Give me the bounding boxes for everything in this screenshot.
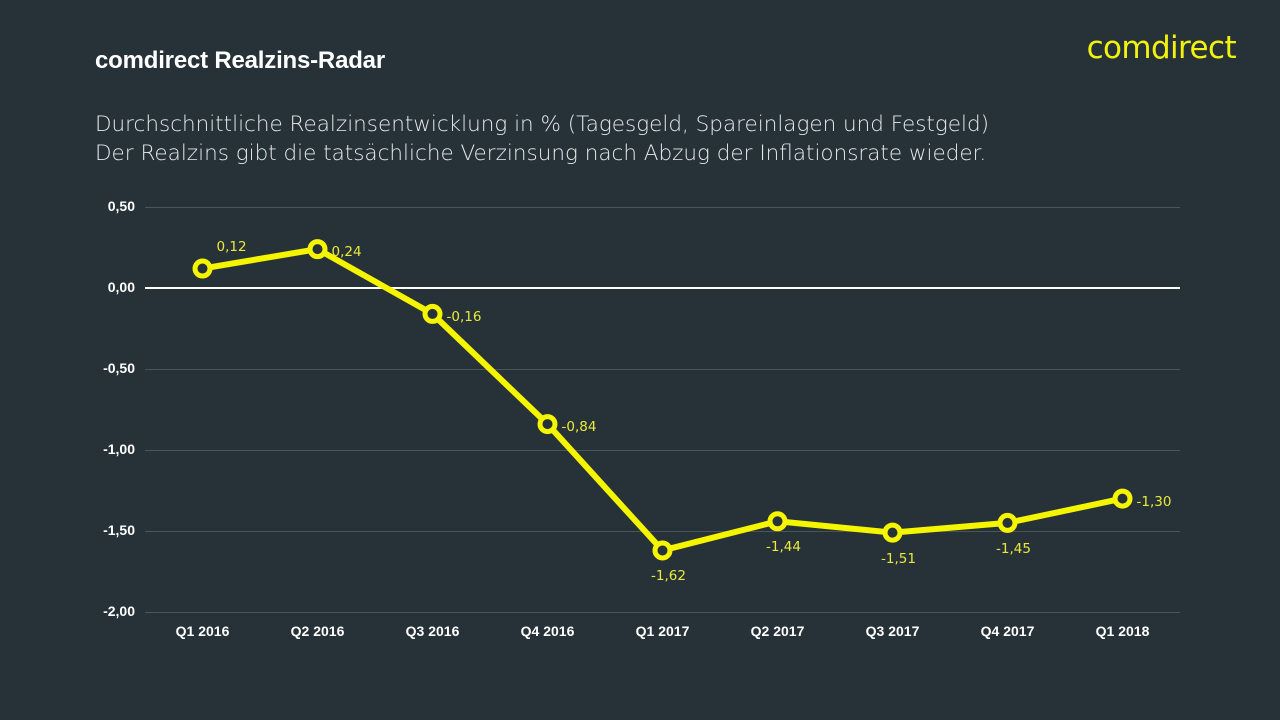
data-point-label: 0,24 <box>331 244 362 261</box>
x-tick-label: Q2 2016 <box>290 623 345 639</box>
data-point-marker[interactable] <box>652 540 673 561</box>
data-point-label: -0,16 <box>446 308 482 325</box>
series-line-realzins <box>199 246 1126 554</box>
y-tick-label: -2,00 <box>103 603 135 619</box>
gridline--1,00 <box>145 450 1180 451</box>
data-point-marker[interactable] <box>882 522 903 543</box>
gridline--0,50 <box>145 369 1180 370</box>
x-tick-label: Q1 2017 <box>635 623 690 639</box>
gridline--2,00 <box>145 612 1180 613</box>
series-markers <box>192 239 1133 561</box>
data-point-marker[interactable] <box>537 414 558 435</box>
chart-description: Durchschnittliche Realzinsentwicklung in… <box>95 110 1155 168</box>
y-tick-label: -1,00 <box>103 441 135 457</box>
gridline--1,50 <box>145 531 1180 532</box>
x-tick-label: Q3 2017 <box>865 623 920 639</box>
data-point-marker[interactable] <box>767 511 788 532</box>
gridline-0,00 <box>145 287 1180 289</box>
y-tick-label: -1,50 <box>103 522 135 538</box>
data-point-marker[interactable] <box>997 512 1018 533</box>
x-tick-label: Q2 2017 <box>750 623 805 639</box>
data-point-label: -1,44 <box>766 539 801 556</box>
data-point-label: -1,45 <box>996 540 1031 557</box>
y-tick-label: 0,00 <box>107 279 135 295</box>
gridline-0,50 <box>145 207 1180 208</box>
y-tick-label: -0,50 <box>103 360 135 376</box>
data-point-marker[interactable] <box>1112 488 1133 509</box>
data-point-label: -0,84 <box>561 419 597 436</box>
data-point-label: -1,51 <box>881 550 916 567</box>
x-tick-label: Q1 2018 <box>1095 623 1150 639</box>
x-tick-label: Q4 2016 <box>520 623 575 639</box>
data-point-label: 0,12 <box>216 238 247 255</box>
data-point-marker[interactable] <box>422 303 443 324</box>
data-point-label: -1,30 <box>1136 493 1172 510</box>
chart-description-line-2: Der Realzins gibt die tatsächliche Verzi… <box>95 141 987 166</box>
header-bar: comdirect Realzins-Radar comdirect <box>0 0 1280 100</box>
chart-description-line-1: Durchschnittliche Realzinsentwicklung in… <box>95 112 989 137</box>
x-tick-label: Q1 2016 <box>175 623 230 639</box>
y-tick-label: 0,50 <box>107 198 135 214</box>
data-point-label: -1,62 <box>651 568 686 585</box>
x-tick-label: Q3 2016 <box>405 623 460 639</box>
page-title: comdirect Realzins-Radar <box>95 47 385 74</box>
data-point-marker[interactable] <box>192 258 213 279</box>
x-tick-label: Q4 2017 <box>980 623 1035 639</box>
comdirect-logo: comdirect <box>1086 30 1237 66</box>
data-point-marker[interactable] <box>307 239 328 260</box>
